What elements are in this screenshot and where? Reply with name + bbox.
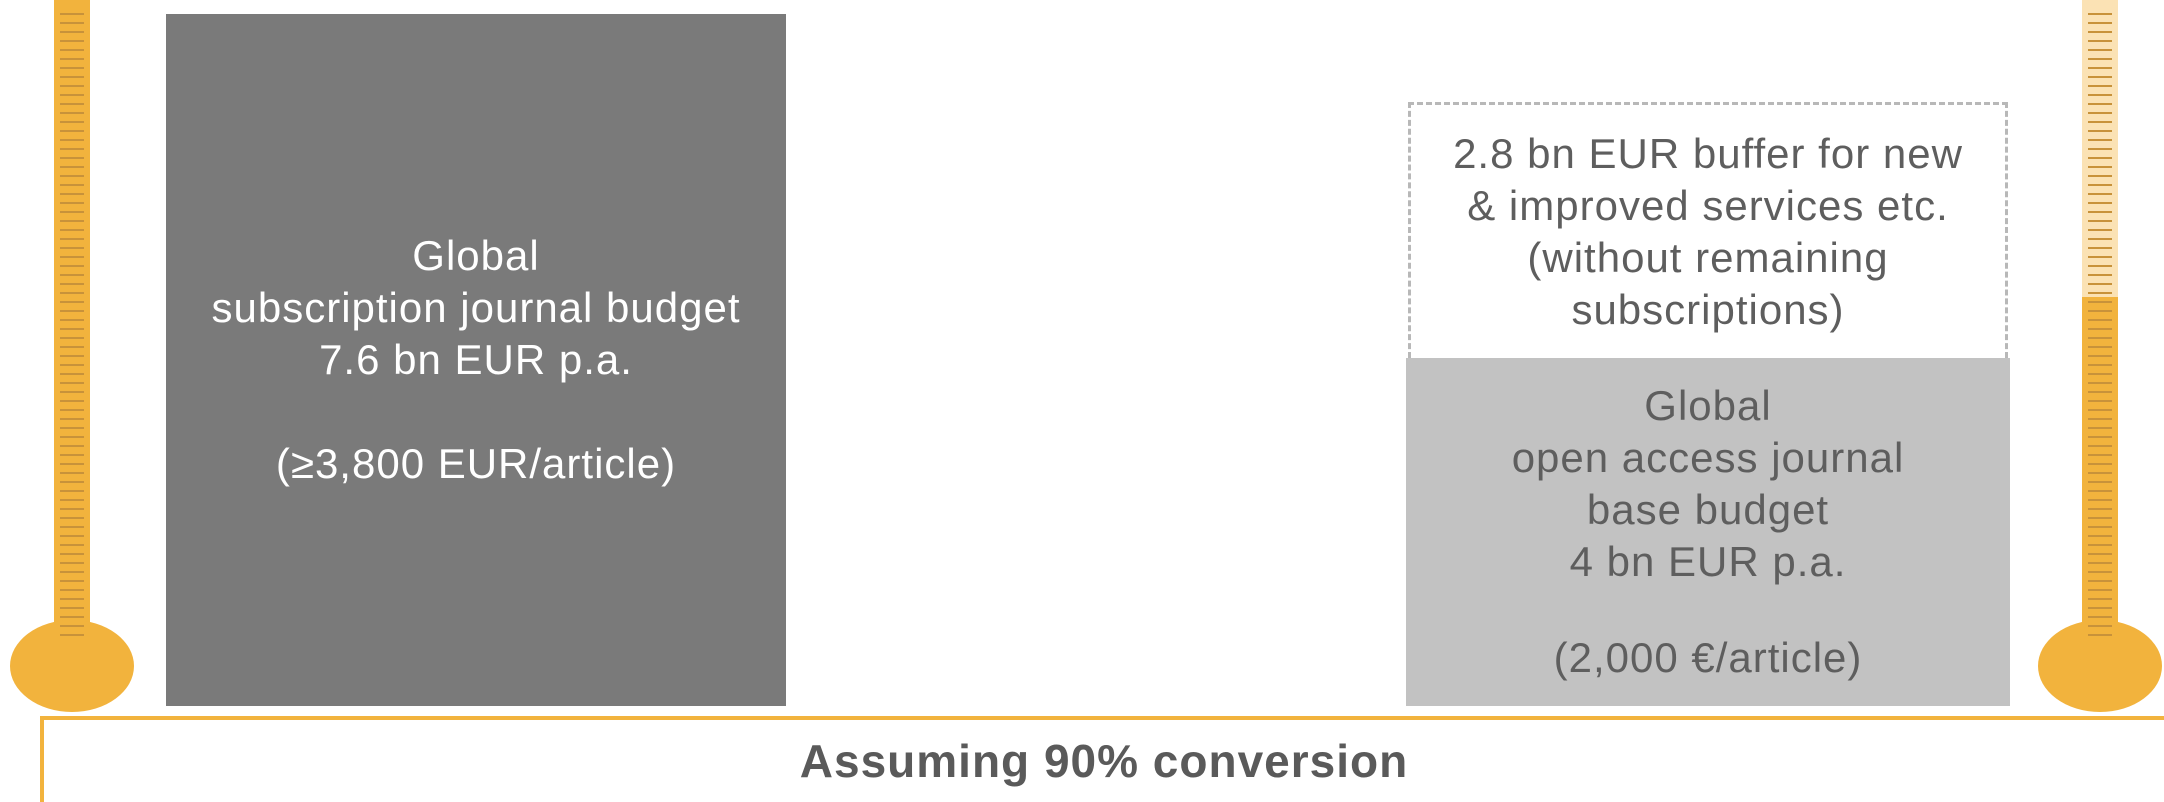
subscription-budget-box: Global subscription journal budget 7.6 b… xyxy=(166,14,786,706)
buffer-line-2: & improved services etc. xyxy=(1467,181,1949,229)
thermometer-right-icon xyxy=(2038,0,2162,712)
subscription-line-1: Global xyxy=(412,232,540,279)
subscription-per-article: (≥3,800 EUR/article) xyxy=(275,440,677,487)
open-access-line-4: 4 bn EUR p.a. xyxy=(1569,538,1847,585)
conversion-label: Assuming 90% conversion xyxy=(799,735,1409,787)
right-thermometer xyxy=(2036,0,2164,712)
buffer-box: 2.8 bn EUR buffer for new & improved ser… xyxy=(1408,102,2008,358)
buffer-line-4: subscriptions) xyxy=(1571,285,1845,333)
conversion-banner: Assuming 90% conversion xyxy=(40,716,2164,802)
open-access-line-3: base budget xyxy=(1586,486,1830,533)
buffer-line-1: 2.8 bn EUR buffer for new xyxy=(1453,129,1963,177)
open-access-line-2: open access journal xyxy=(1511,434,1905,481)
left-thermometer xyxy=(8,0,138,712)
thermometer-left-icon xyxy=(10,0,134,712)
buffer-line-3: (without remaining xyxy=(1527,233,1889,281)
subscription-line-3: 7.6 bn EUR p.a. xyxy=(319,336,633,383)
subscription-line-2: subscription journal budget xyxy=(211,284,741,331)
open-access-line-1: Global xyxy=(1644,382,1772,429)
open-access-per-article: (2,000 €/article) xyxy=(1553,634,1863,681)
open-access-budget-box: Global open access journal base budget 4… xyxy=(1406,358,2010,706)
